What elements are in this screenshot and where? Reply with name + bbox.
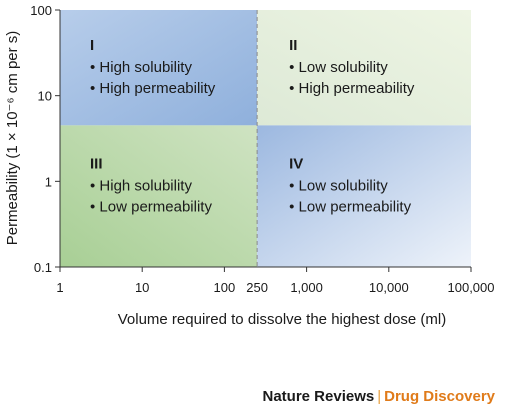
quadrant-labels: I • High solubility • High permeability II •… — [90, 37, 415, 215]
publisher-name: Nature Reviews — [262, 388, 375, 405]
quadrant-III: III • High solubility • Low permeability — [90, 155, 212, 215]
bcs-quadrant-chart: 1 10 100 250 1,000 10,000 100,000 0.1 1 10 100 I •… — [4, 3, 495, 328]
credit-separator: | — [377, 388, 382, 405]
quadrant-property: • Low permeability — [90, 198, 212, 215]
y-tick-label: 100 — [30, 3, 52, 18]
quadrant-property: • High permeability — [90, 80, 216, 97]
quadrant-property: • High solubility — [90, 59, 192, 76]
x-tick-label: 1 — [56, 280, 63, 295]
x-tick-label: 10,000 — [369, 280, 409, 295]
y-axis-ticks: 0.1 1 10 100 — [30, 3, 60, 275]
quadrant-IV-bg — [257, 125, 471, 268]
y-tick-label: 10 — [38, 89, 52, 104]
quadrant-I-bg — [60, 10, 258, 126]
x-tick-label: 100,000 — [448, 280, 495, 295]
quadrant-IV: IV • Low solubility • Low permeability — [289, 155, 411, 215]
journal-credit: Nature Reviews | Drug Discovery — [263, 388, 496, 405]
y-axis-label: Permeability (1 × 10⁻⁶ cm per s) — [4, 31, 21, 246]
x-axis-label: Volume required to dissolve the highest … — [118, 311, 447, 328]
x-axis-ticks: 1 10 100 250 1,000 10,000 100,000 — [56, 267, 495, 295]
journal-name: Drug Discovery — [384, 388, 495, 405]
quadrant-property: • Low solubility — [289, 177, 388, 194]
quadrant-class-label: I — [90, 37, 94, 54]
quadrant-class-label: II — [289, 37, 297, 54]
quadrant-class-label: III — [90, 155, 103, 172]
quadrant-II-bg — [257, 10, 471, 126]
x-tick-label: 100 — [214, 280, 236, 295]
quadrant-III-bg — [60, 125, 258, 268]
quadrant-property: • Low permeability — [289, 198, 411, 215]
x-tick-label: 10 — [135, 280, 149, 295]
x-tick-label: 1,000 — [290, 280, 323, 295]
quadrant-property: • High permeability — [289, 80, 415, 97]
quadrant-II: II • Low solubility • High permeability — [289, 37, 415, 97]
quadrant-property: • High solubility — [90, 177, 192, 194]
y-tick-label: 0.1 — [34, 260, 52, 275]
quadrant-class-label: IV — [289, 155, 303, 172]
quadrant-I: I • High solubility • High permeability — [90, 37, 216, 97]
y-tick-label: 1 — [45, 174, 52, 189]
quadrant-property: • Low solubility — [289, 59, 388, 76]
x-tick-label: 250 — [246, 280, 268, 295]
